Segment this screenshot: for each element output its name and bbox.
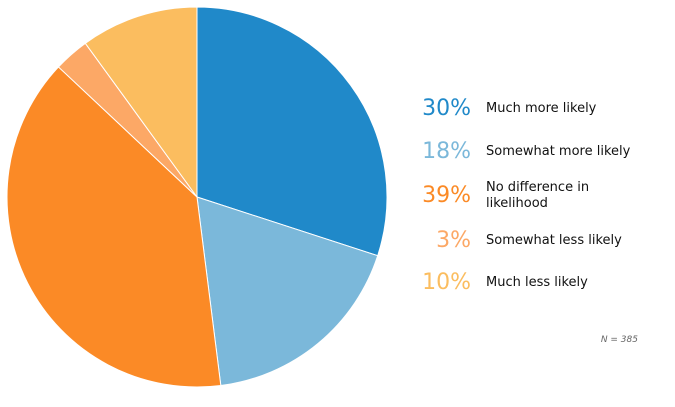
pie-slice-2 [196, 196, 379, 387]
legend-label-4: Somewhat less likely [486, 233, 622, 248]
legend-value-4: 3% [436, 228, 471, 253]
pie-slices [6, 6, 388, 388]
legend-value-1: 30% [422, 96, 471, 121]
legend-label-1: Much more likely [486, 101, 597, 116]
legend: 30% Much more likely 18% Somewhat more like… [422, 96, 631, 295]
legend-label-2: Somewhat more likely [486, 144, 631, 159]
legend-value-5: 10% [422, 270, 471, 295]
legend-label-3: No difference in likelihood [486, 180, 589, 211]
pie-slice-1 [196, 6, 388, 257]
pie-slice-5 [84, 6, 198, 199]
legend-value-3: 39% [422, 183, 471, 208]
legend-label-5: Much less likely [486, 275, 588, 290]
legend-value-2: 18% [422, 139, 471, 164]
pie-slice-3 [6, 66, 222, 388]
sample-size-note: N = 385 [601, 335, 638, 345]
